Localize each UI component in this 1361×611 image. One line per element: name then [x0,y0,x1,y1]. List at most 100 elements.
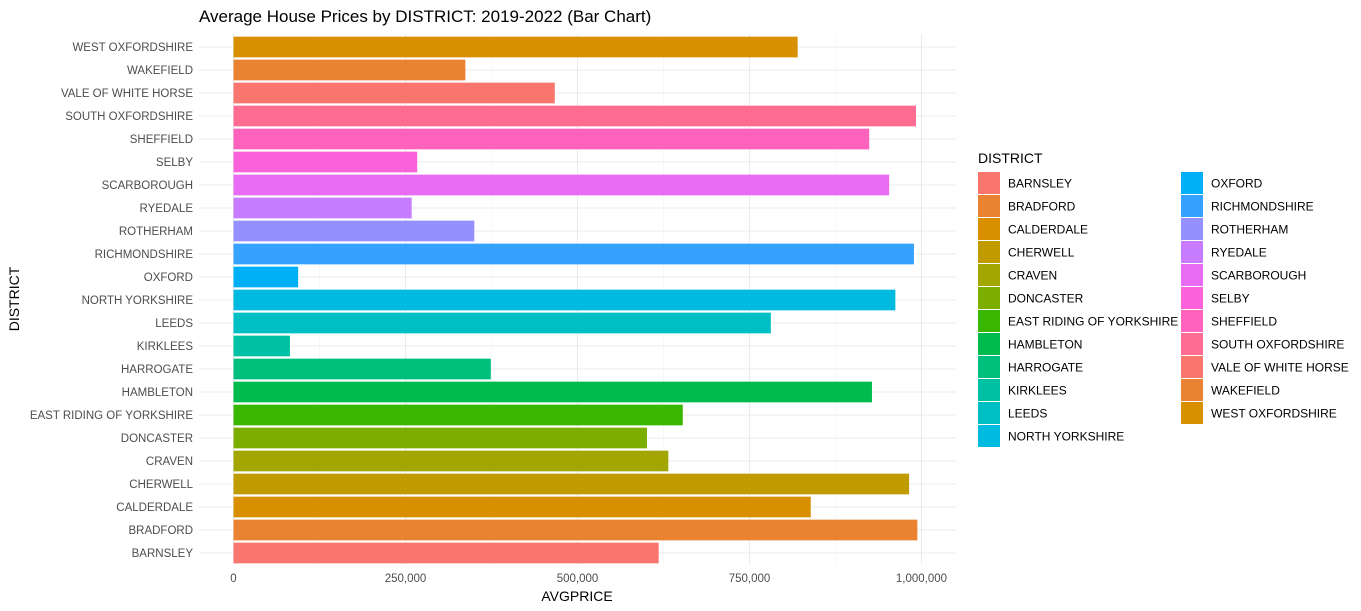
legend-item: ROTHERHAM [1181,218,1288,240]
x-tick-label: 1,000,000 [896,573,947,585]
bar-cherwell [233,473,910,495]
legend-swatch [1181,195,1203,217]
y-tick-label: NORTH YORKSHIRE [82,295,194,307]
bar-doncaster [233,427,647,449]
legend-label: ROTHERHAM [1211,223,1288,237]
y-tick-label: SELBY [156,157,193,169]
legend-swatch [1181,310,1203,332]
y-tick-label: WEST OXFORDSHIRE [72,42,193,54]
legend-label: CALDERDALE [1008,223,1088,237]
y-tick-label: DONCASTER [121,433,193,445]
legend-item: RYEDALE [1181,241,1267,263]
legend-item: CHERWELL [978,241,1075,263]
y-tick-label: SCARBOROUGH [102,180,193,192]
legend-label: HARROGATE [1008,361,1083,375]
bar-south-oxfordshire [233,105,916,127]
legend-label: BARNSLEY [1008,177,1072,191]
bar-west-oxfordshire [233,36,798,58]
legend-label: WAKEFIELD [1211,384,1280,398]
bar-east-riding-of-yorkshire [233,404,683,426]
legend-swatch [1181,241,1203,263]
legend-item: SHEFFIELD [1181,310,1277,332]
legend-title: DISTRICT [978,150,1043,166]
legend-label: CHERWELL [1008,246,1075,260]
y-axis-title: DISTRICT [6,266,22,331]
legend-swatch [978,310,1000,332]
legend-swatch [978,287,1000,309]
y-tick-label: ROTHERHAM [119,226,193,238]
legend-swatch [1181,218,1203,240]
legend-label: SELBY [1211,292,1250,306]
legend-label: OXFORD [1211,177,1263,191]
x-tick-label: 500,000 [557,573,599,585]
legend-swatch [978,402,1000,424]
bar-leeds [233,312,771,334]
y-tick-label: OXFORD [144,272,193,284]
x-axis-tick-labels: 0 250,000 500,000 750,000 1,000,000 [230,573,947,585]
y-tick-label: KIRKLEES [137,341,194,353]
legend-label: EAST RIDING OF YORKSHIRE [1008,315,1178,329]
bar-wakefield [233,59,466,81]
legend-swatch [978,241,1000,263]
chart-title: Average House Prices by DISTRICT: 2019-2… [199,7,651,26]
y-tick-label: SHEFFIELD [130,134,193,146]
y-tick-label: BARNSLEY [132,548,194,560]
y-tick-label: BRADFORD [128,525,193,537]
legend-items: BARNSLEY BRADFORD CALDERDALE CHERWELL CRAVEN… [978,172,1349,447]
legend-label: VALE OF WHITE HORSE [1211,361,1349,375]
legend-label: NORTH YORKSHIRE [1008,430,1124,444]
y-tick-label: CRAVEN [146,456,193,468]
y-tick-label: SOUTH OXFORDSHIRE [65,111,193,123]
legend-label: SOUTH OXFORDSHIRE [1211,338,1344,352]
bar-selby [233,151,418,173]
legend-item: EAST RIDING OF YORKSHIRE [978,310,1178,332]
legend-swatch [978,218,1000,240]
legend-label: SHEFFIELD [1211,315,1277,329]
legend-item: WAKEFIELD [1181,379,1280,401]
y-tick-label: LEEDS [155,318,193,330]
legend-item: LEEDS [978,402,1047,424]
bar-kirklees [233,335,290,357]
legend-item: OXFORD [1181,172,1263,194]
legend-item: RICHMONDSHIRE [1181,195,1314,217]
x-tick-label: 250,000 [385,573,427,585]
legend-item: SOUTH OXFORDSHIRE [1181,333,1344,355]
legend-swatch [1181,356,1203,378]
bar-sheffield [233,128,870,150]
legend-swatch [978,264,1000,286]
legend-item: VALE OF WHITE HORSE [1181,356,1349,378]
legend-swatch [1181,287,1203,309]
legend-item: KIRKLEES [978,379,1067,401]
y-axis-tick-labels: BARNSLEY BRADFORD CALDERDALE CHERWELL CRAVEN… [30,42,194,560]
bar-north-yorkshire [233,289,896,311]
bar-scarborough [233,174,890,196]
y-tick-label: HARROGATE [121,364,193,376]
x-tick-label: 750,000 [729,573,771,585]
bar-oxford [233,266,299,288]
legend-item: WEST OXFORDSHIRE [1181,402,1337,424]
legend-swatch [978,425,1000,447]
bar-rotherham [233,220,475,242]
legend-swatch [1181,379,1203,401]
legend-item: CALDERDALE [978,218,1088,240]
legend-swatch [978,172,1000,194]
y-tick-label: RYEDALE [140,203,194,215]
legend-label: DONCASTER [1008,292,1084,306]
y-tick-label: VALE OF WHITE HORSE [61,88,193,100]
bar-hambleton [233,381,872,403]
legend-item: CRAVEN [978,264,1057,286]
bar-bradford [233,519,918,541]
bar-vale-of-white-horse [233,82,555,104]
legend-swatch [978,356,1000,378]
x-tick-label: 0 [230,573,236,585]
legend-swatch [1181,172,1203,194]
bar-craven [233,450,669,472]
legend-item: SELBY [1181,287,1250,309]
legend-label: LEEDS [1008,407,1047,421]
legend-label: HAMBLETON [1008,338,1082,352]
y-tick-label: CALDERDALE [116,502,193,514]
legend-swatch [978,379,1000,401]
legend-item: NORTH YORKSHIRE [978,425,1124,447]
legend-label: WEST OXFORDSHIRE [1211,407,1337,421]
